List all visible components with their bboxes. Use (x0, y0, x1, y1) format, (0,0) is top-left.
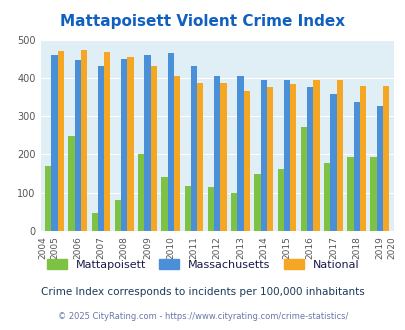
Bar (254, 174, 260, 231)
Bar (58, 51, 64, 231)
Bar (138, 154, 144, 231)
Legend: Mattapoisett, Massachusetts, National: Mattapoisett, Massachusetts, National (42, 255, 363, 274)
Bar (190, 66, 196, 231)
Bar (92, 213, 98, 231)
Bar (336, 80, 342, 231)
Bar (121, 59, 127, 231)
Bar (127, 57, 133, 231)
Bar (184, 186, 190, 231)
Bar (260, 80, 266, 231)
Bar (359, 85, 365, 231)
Bar (369, 157, 376, 231)
Bar (306, 87, 313, 231)
Bar (150, 66, 156, 231)
Bar (81, 50, 87, 231)
Bar (277, 169, 283, 231)
Bar (353, 102, 359, 231)
Bar (300, 127, 306, 231)
Bar (237, 76, 243, 231)
Bar (173, 76, 180, 231)
Bar (115, 200, 121, 231)
Bar (144, 55, 150, 231)
Bar (104, 52, 110, 231)
Bar (376, 106, 382, 231)
Bar (98, 66, 104, 231)
Text: Crime Index corresponds to incidents per 100,000 inhabitants: Crime Index corresponds to incidents per… (41, 287, 364, 297)
Bar (313, 80, 319, 231)
Bar (323, 163, 329, 231)
Bar (207, 187, 213, 231)
Bar (213, 76, 220, 231)
Text: © 2025 CityRating.com - https://www.cityrating.com/crime-statistics/: © 2025 CityRating.com - https://www.city… (58, 312, 347, 321)
Bar (161, 177, 167, 231)
Bar (346, 157, 353, 231)
Bar (75, 59, 81, 231)
Bar (51, 55, 58, 231)
Bar (266, 87, 273, 231)
Bar (283, 80, 289, 231)
Bar (196, 83, 203, 231)
Bar (220, 83, 226, 231)
Bar (68, 136, 75, 231)
Bar (382, 85, 388, 231)
Bar (243, 91, 249, 231)
Bar (289, 84, 296, 231)
Bar (45, 166, 51, 231)
Bar (167, 53, 173, 231)
Bar (230, 193, 237, 231)
Bar (329, 94, 336, 231)
Text: Mattapoisett Violent Crime Index: Mattapoisett Violent Crime Index (60, 14, 345, 29)
